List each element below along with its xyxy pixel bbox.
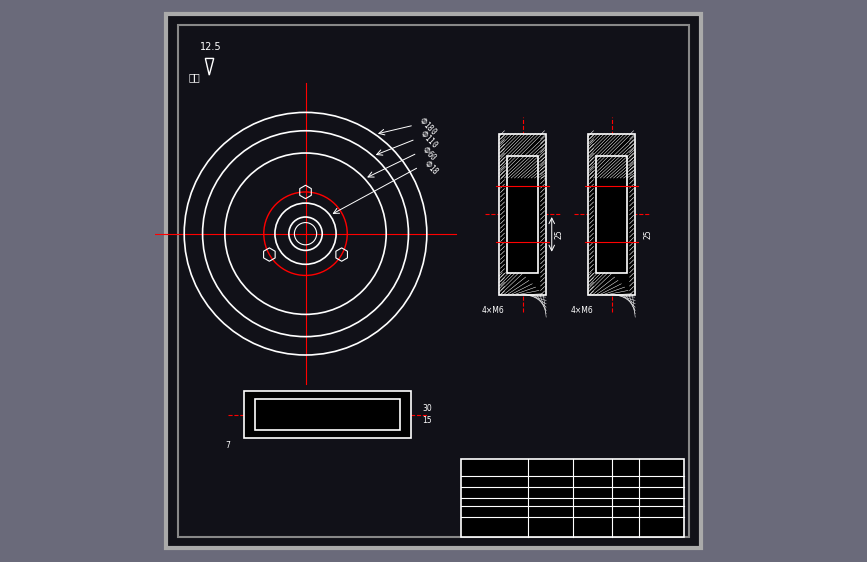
FancyBboxPatch shape [461,459,684,537]
Text: 4×M6: 4×M6 [482,306,505,315]
FancyBboxPatch shape [596,156,627,273]
Text: 7: 7 [225,441,230,450]
Text: $\Phi$110: $\Phi$110 [419,128,441,151]
Text: $\Phi$60: $\Phi$60 [420,143,440,163]
FancyBboxPatch shape [507,156,538,273]
Text: 南京理工大学专用: 南京理工大学专用 [641,492,671,498]
FancyBboxPatch shape [244,391,411,438]
Text: 材质 量 批次 号: 材质 量 批次 号 [500,504,529,509]
FancyBboxPatch shape [499,134,546,295]
Text: 南京理工大学专用: 南京理工大学专用 [471,487,508,496]
Text: 4×M6: 4×M6 [571,306,594,315]
Text: 工艺     比例     其  素  量  长  投影数: 工艺 比例 其 素 量 长 投影数 [500,519,568,524]
Text: $\Phi$18: $\Phi$18 [422,157,441,176]
Text: $\Phi$180: $\Phi$180 [417,114,440,137]
FancyBboxPatch shape [256,399,400,430]
Text: 车轮: 车轮 [577,473,591,486]
FancyBboxPatch shape [588,134,636,295]
Text: 25: 25 [643,230,653,239]
Text: 25: 25 [555,230,564,239]
Text: 其余: 其余 [188,72,200,83]
Text: 共  张  第  张: 共 张 第 张 [500,511,527,516]
FancyBboxPatch shape [166,14,701,548]
Text: 30
15: 30 15 [422,404,432,425]
Text: LJ06: LJ06 [641,473,671,486]
Text: 12.5: 12.5 [200,42,222,52]
